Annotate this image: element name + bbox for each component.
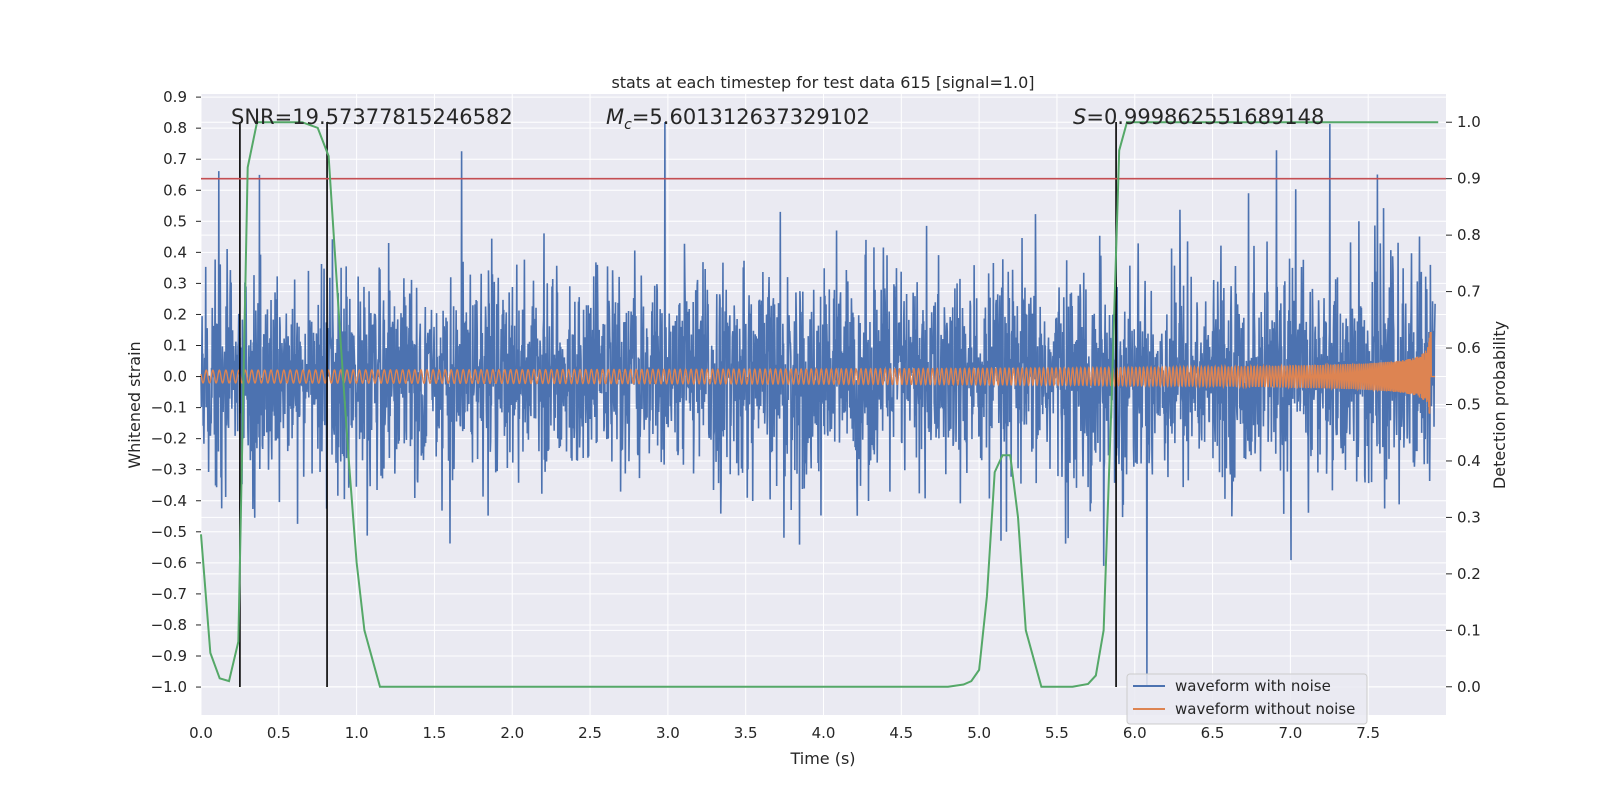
y-right-tick-label: 0.6	[1457, 339, 1481, 357]
x-tick-label: 0.5	[267, 724, 291, 742]
y-left-tick-label: 0.4	[163, 243, 187, 261]
legend: waveform with noise waveform without noi…	[1126, 673, 1368, 725]
noise-waveform-line	[200, 121, 1436, 688]
x-tick-label: 3.0	[656, 724, 680, 742]
x-tick-label: 7.0	[1278, 724, 1302, 742]
x-tick-label: 2.5	[578, 724, 602, 742]
y-left-tick-label: 0.5	[163, 212, 187, 230]
y-right-tick-label: 0.0	[1457, 678, 1481, 696]
series-waveform-without-noise	[200, 332, 1436, 414]
chirp-mass-annotation: Mc=5.601312637329102	[606, 105, 870, 133]
score-symbol: S	[1073, 105, 1086, 129]
x-tick-label: 2.0	[500, 724, 524, 742]
chirp-mass-value: =5.601312637329102	[632, 105, 870, 129]
y-left-tick-label: 0.1	[163, 337, 187, 355]
chirp-mass-subscript: c	[624, 117, 632, 133]
y-right-axis-label: Detection probability	[1490, 321, 1509, 489]
legend-entry-noise: waveform with noise	[1175, 677, 1331, 695]
x-tick-label: 5.0	[967, 724, 991, 742]
x-axis-label: Time (s)	[789, 749, 855, 768]
y-left-tick-label: −1.0	[151, 678, 187, 696]
chart-title: stats at each timestep for test data 615…	[611, 73, 1034, 92]
score-value: =0.999862551689148	[1086, 105, 1324, 129]
y-right-tick-label: 0.5	[1457, 396, 1481, 414]
chirp-mass-symbol: M	[606, 105, 624, 129]
score-annotation: S=0.999862551689148	[1073, 105, 1324, 129]
x-tick-label: 7.5	[1356, 724, 1380, 742]
x-tick-label: 5.5	[1045, 724, 1069, 742]
y-left-tick-label: −0.3	[151, 461, 187, 479]
y-left-tick-label: 0.9	[163, 88, 187, 106]
x-tick-label: 6.5	[1201, 724, 1225, 742]
y-right-tick-label: 0.8	[1457, 226, 1481, 244]
x-tick-label: 4.5	[889, 724, 913, 742]
y-left-axis-label: Whitened strain	[125, 341, 144, 468]
series-detection-probability	[200, 121, 1439, 688]
y-right-tick-label: 0.7	[1457, 283, 1481, 301]
y-left-tick-label: −0.5	[151, 523, 187, 541]
series-waveform-with-noise	[200, 121, 1436, 688]
y-left-tick-label: −0.8	[151, 616, 187, 634]
y-left-tick-label: −0.9	[151, 647, 187, 665]
y-left-tick-label: −0.2	[151, 430, 187, 448]
legend-box	[1126, 673, 1368, 725]
x-tick-label: 4.0	[812, 724, 836, 742]
y-right-tick-label: 1.0	[1457, 113, 1481, 131]
x-axis-ticks: 0.0 0.5 1.0 1.5 2.0 2.5 3.0 3.5 4.0 4.5 5.0 5.5 6.0 6…	[189, 724, 1380, 742]
y-left-tick-label: 0.3	[163, 274, 187, 292]
y-right-tick-label: 0.4	[1457, 452, 1481, 470]
x-tick-label: 6.0	[1123, 724, 1147, 742]
y-right-tick-label: 0.2	[1457, 565, 1481, 583]
y-left-tick-label: −0.7	[151, 585, 187, 603]
x-tick-label: 1.5	[423, 724, 447, 742]
y-left-tick-label: 0.0	[163, 368, 187, 386]
y-left-axis-ticks: 0.9 0.8 0.7 0.6 0.5 0.4 0.3 0.2 0.1 0.0 −0.1 −0.2 −0…	[151, 88, 201, 696]
y-left-tick-label: −0.4	[151, 492, 187, 510]
y-left-tick-label: 0.7	[163, 150, 187, 168]
y-left-tick-label: 0.2	[163, 305, 187, 323]
detection-probability-line	[200, 121, 1439, 688]
y-left-tick-label: −0.1	[151, 399, 187, 417]
y-right-axis-ticks: 1.0 0.9 0.8 0.7 0.6 0.5 0.4 0.3 0.2 0.1 0.0	[1446, 113, 1481, 696]
x-tick-label: 3.5	[734, 724, 758, 742]
y-left-tick-label: −0.6	[151, 554, 187, 572]
y-right-tick-label: 0.1	[1457, 621, 1481, 639]
y-left-tick-label: 0.6	[163, 181, 187, 199]
y-left-tick-label: 0.8	[163, 119, 187, 137]
x-tick-label: 0.0	[189, 724, 213, 742]
y-right-tick-label: 0.9	[1457, 170, 1481, 188]
x-tick-label: 1.0	[345, 724, 369, 742]
y-right-tick-label: 0.3	[1457, 508, 1481, 526]
legend-entry-clean: waveform without noise	[1175, 700, 1355, 718]
snr-annotation: SNR=19.57377815246582	[231, 105, 513, 129]
clean-waveform-line	[200, 332, 1436, 414]
